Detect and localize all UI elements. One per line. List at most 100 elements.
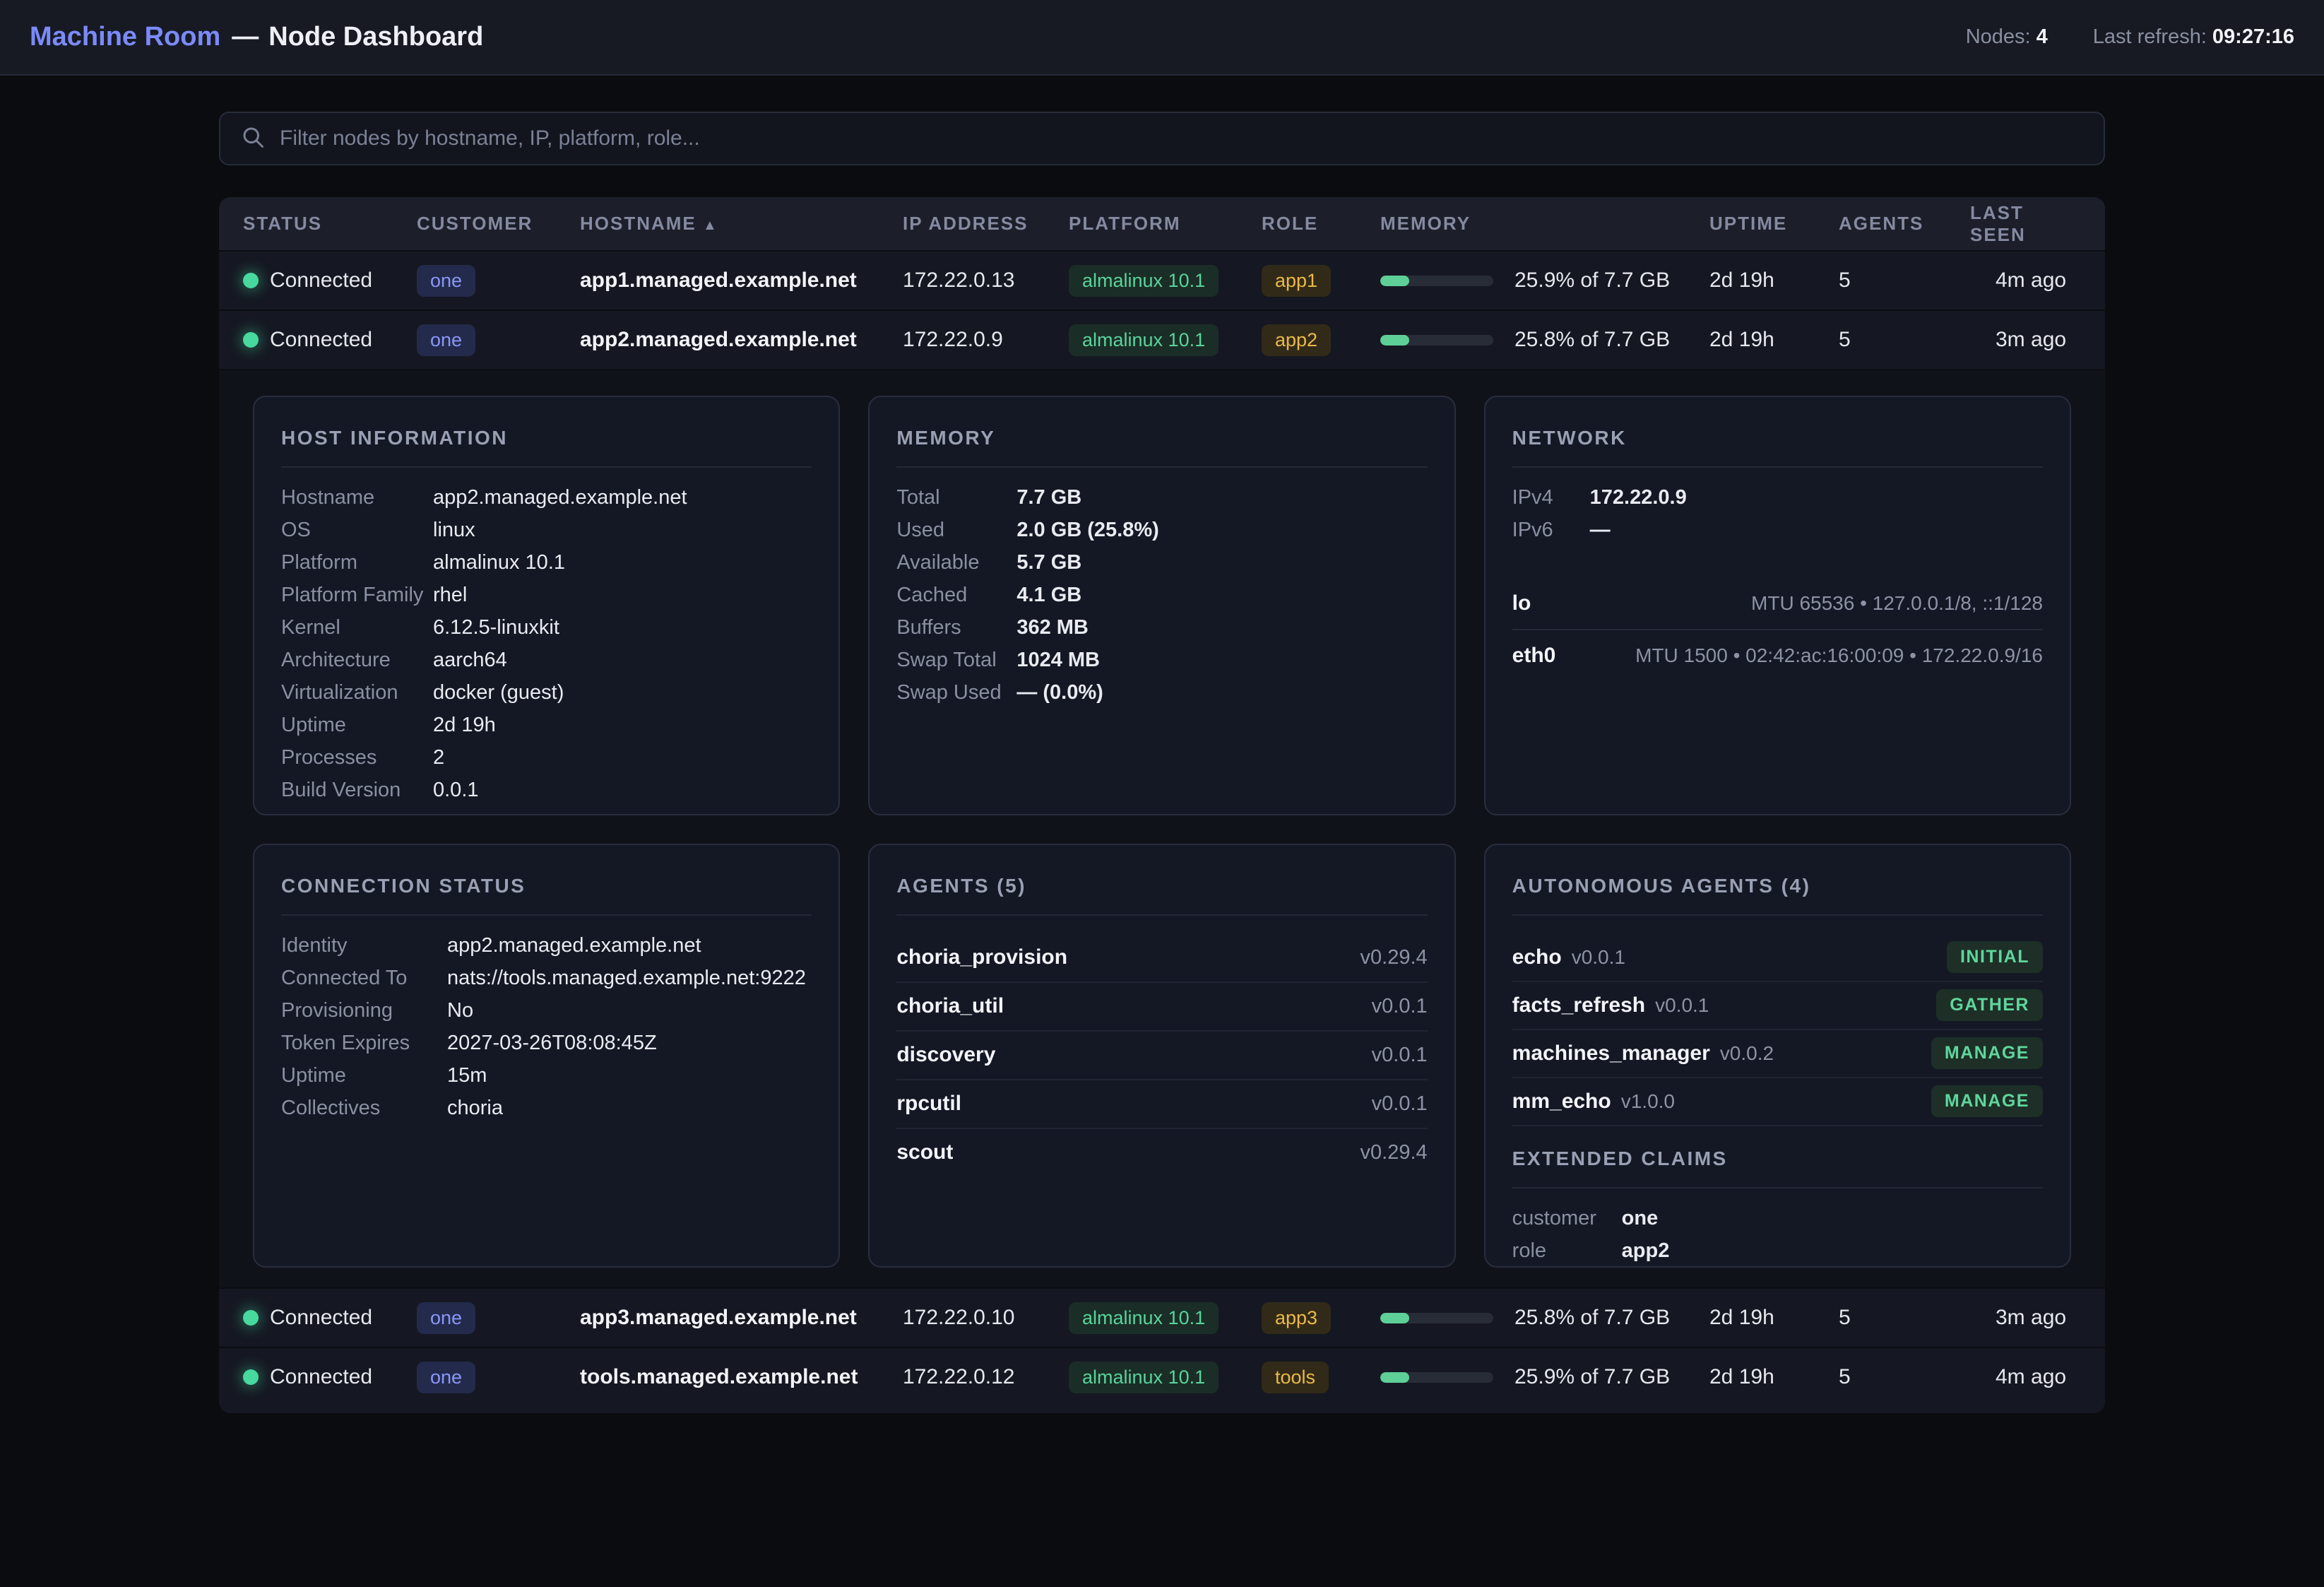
customer-badge: one (417, 324, 476, 356)
last-seen-cell: 4m ago (1996, 1365, 2067, 1388)
agent-state-badge: MANAGE (1931, 1085, 2043, 1117)
autonomous-agent-row: facts_refresh v0.0.1 GATHER (1512, 982, 2043, 1030)
field-value: docker (guest) (433, 681, 564, 704)
agents-count-cell: 5 (1839, 1306, 1851, 1329)
field-value: 1024 MB (1016, 649, 1100, 671)
hostname-cell: app3.managed.example.net (580, 1306, 857, 1329)
hostname-header-label: HOSTNAME (580, 213, 696, 234)
field-label: Provisioning (281, 999, 393, 1022)
field-value: 2027-03-26T08:08:45Z (447, 1032, 657, 1054)
nodes-label: Nodes: (1965, 25, 2031, 48)
field-value: — (1589, 519, 1611, 541)
field-value: 2d 19h (433, 714, 496, 736)
card-title: AUTONOMOUS AGENTS (4) (1512, 875, 1811, 897)
field-value: choria (447, 1097, 503, 1119)
column-header-uptime[interactable]: UPTIME (1709, 213, 1788, 234)
autonomous-agents-card: AUTONOMOUS AGENTS (4) echo v0.0.1 INITIAL… (1483, 844, 2071, 1268)
node-row-app2[interactable]: Connected one app2.managed.example.net 1… (219, 309, 2105, 369)
last-refresh-label: Last refresh: (2092, 25, 2207, 48)
card-title: CONNECTION STATUS (281, 875, 526, 897)
agent-version: v0.29.4 (1360, 945, 1428, 969)
field-value: almalinux 10.1 (433, 551, 565, 574)
field-value: rhel (433, 584, 468, 606)
ip-cell: 172.22.0.10 (903, 1306, 1015, 1329)
agent-row: rpcutil v0.0.1 (896, 1080, 1428, 1129)
search-icon (240, 124, 266, 153)
field-label: Uptime (281, 1064, 346, 1087)
status-text: Connected (270, 269, 373, 292)
search-input[interactable] (280, 126, 2084, 151)
agent-version: v0.0.1 (1571, 945, 1625, 968)
card-divider (1512, 466, 2043, 468)
card-title: MEMORY (896, 427, 996, 449)
agent-name: echo (1512, 945, 1562, 969)
column-header-agents[interactable]: AGENTS (1839, 213, 1924, 234)
field-value: No (447, 999, 474, 1022)
field-value: — (0.0%) (1016, 681, 1103, 704)
interface-row-lo: lo MTU 65536 • 127.0.0.1/8, ::1/128 (1512, 578, 2043, 629)
uptime-cell: 2d 19h (1709, 269, 1774, 292)
connection-status-card: CONNECTION STATUS Identity app2.managed.e… (253, 844, 841, 1268)
field-label: Buffers (896, 616, 961, 639)
field-label: Total (896, 486, 940, 509)
field-label: IPv6 (1512, 519, 1553, 541)
column-header-platform[interactable]: PLATFORM (1069, 213, 1181, 234)
platform-badge: almalinux 10.1 (1069, 264, 1219, 297)
column-header-hostname[interactable]: HOSTNAME ▲ (580, 213, 903, 235)
column-header-memory[interactable]: MEMORY (1380, 213, 1471, 234)
field-label: Cached (896, 584, 968, 606)
top-bar: Machine Room — Node Dashboard Nodes: 4 La… (0, 0, 2324, 76)
memory-progress-bar (1380, 1312, 1493, 1323)
column-header-customer[interactable]: CUSTOMER (417, 213, 533, 234)
field-label: Virtualization (281, 681, 398, 704)
hostname-cell: app2.managed.example.net (580, 328, 857, 351)
agent-name: rpcutil (896, 1092, 961, 1115)
memory-text: 25.8% of 7.7 GB (1514, 1306, 1671, 1329)
hostname-cell: tools.managed.example.net (580, 1365, 858, 1388)
card-divider (896, 466, 1428, 468)
agent-version: v1.0.0 (1620, 1090, 1675, 1112)
column-header-status[interactable]: STATUS (243, 213, 323, 234)
field-label: Hostname (281, 486, 375, 509)
last-seen-cell: 3m ago (1996, 1306, 2067, 1329)
autonomous-agent-row: echo v0.0.1 INITIAL (1512, 934, 2043, 982)
agent-version: v0.0.1 (1655, 993, 1709, 1016)
interface-row-eth0: eth0 MTU 1500 • 02:42:ac:16:00:09 • 172.2… (1512, 629, 2043, 681)
field-label: Connected To (281, 967, 408, 989)
field-label: Build Version (281, 779, 401, 801)
agent-row: choria_provision v0.29.4 (896, 934, 1428, 983)
customer-badge: one (417, 1302, 476, 1334)
field-label: IPv4 (1512, 486, 1553, 509)
table-header-row: STATUS CUSTOMER HOSTNAME ▲ IP ADDRESS PL… (219, 197, 2105, 250)
field-value: 6.12.5-linuxkit (433, 616, 559, 639)
field-value: 362 MB (1016, 616, 1089, 639)
column-header-ip[interactable]: IP ADDRESS (903, 213, 1028, 234)
filter-bar (219, 112, 2105, 165)
status-text: Connected (270, 1365, 373, 1388)
card-divider (1512, 1187, 2043, 1188)
node-row-app3[interactable]: Connected one app3.managed.example.net 1… (219, 1287, 2105, 1347)
agents-count-cell: 5 (1839, 1365, 1851, 1388)
card-divider (281, 914, 812, 916)
field-label: OS (281, 519, 311, 541)
claim-label: customer (1512, 1207, 1596, 1229)
agent-version: v0.0.2 (1719, 1042, 1774, 1064)
field-label: Platform Family (281, 584, 424, 606)
node-row-app1[interactable]: Connected one app1.managed.example.net 1… (219, 250, 2105, 309)
field-label: Available (896, 551, 980, 574)
topbar-status-area: Nodes: 4 Last refresh: 09:27:16 (1966, 25, 2294, 49)
network-card: NETWORK IPv4 172.22.0.9 IPv6 — lo MTU 65536… (1483, 396, 2071, 815)
column-header-role[interactable]: ROLE (1262, 213, 1319, 234)
host-information-card: HOST INFORMATION Hostname app2.managed.ex… (253, 396, 841, 815)
node-row-tools[interactable]: Connected one tools.managed.example.net … (219, 1347, 2105, 1406)
agent-name: facts_refresh (1512, 993, 1646, 1017)
memory-text: 25.9% of 7.7 GB (1514, 269, 1671, 292)
last-seen-cell: 4m ago (1996, 269, 2067, 292)
field-value: aarch64 (433, 649, 507, 671)
column-header-last-seen[interactable]: LAST SEEN (1970, 201, 2026, 245)
field-label: Platform (281, 551, 357, 574)
role-badge: app1 (1262, 264, 1332, 297)
ip-cell: 172.22.0.13 (903, 269, 1015, 292)
memory-text: 25.8% of 7.7 GB (1514, 328, 1671, 351)
uptime-cell: 2d 19h (1709, 1365, 1774, 1388)
